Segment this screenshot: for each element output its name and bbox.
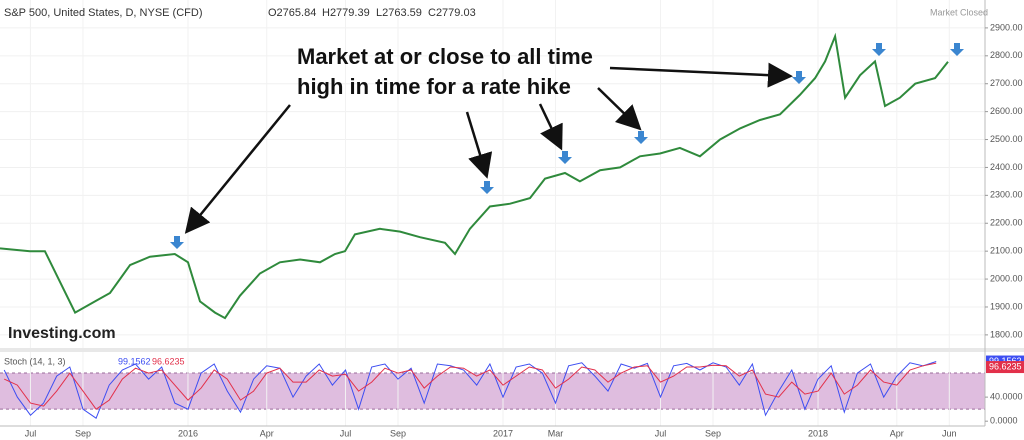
stoch-k-value: 99.1562 xyxy=(118,356,151,366)
chart-title: S&P 500, United States, D, NYSE (CFD) xyxy=(4,7,202,19)
x-tick-label: Sep xyxy=(390,428,406,438)
y-tick-label: 1900.00 xyxy=(990,301,1023,311)
y-tick-label: 1800.00 xyxy=(990,329,1023,339)
series-line xyxy=(3,361,937,419)
x-tick-label: 2017 xyxy=(493,428,513,438)
market-status: Market Closed xyxy=(930,7,988,17)
x-tick-label: Sep xyxy=(705,428,721,438)
stoch-title: Stoch (14, 1, 3) xyxy=(4,356,66,366)
plots xyxy=(0,32,949,419)
annotation-arrows xyxy=(184,62,793,234)
y-tick-label: 2300.00 xyxy=(990,190,1023,200)
arrow xyxy=(538,103,563,151)
x-tick-label: Jun xyxy=(942,428,957,438)
last-value-label: 96.6235 xyxy=(989,361,1022,371)
y-tick-label: 2700.00 xyxy=(990,78,1023,88)
blue-arrow xyxy=(170,236,184,249)
blue-arrow xyxy=(480,181,494,194)
y-tick-label: 2500.00 xyxy=(990,134,1023,144)
x-tick-label: 2016 xyxy=(178,428,198,438)
y-tick-label: 40.0000 xyxy=(990,391,1023,401)
blue-arrow xyxy=(950,43,964,56)
series-line xyxy=(0,32,949,320)
y-tick-label: 2900.00 xyxy=(990,22,1023,32)
x-tick-label: Jul xyxy=(655,428,667,438)
y-tick-label: 2600.00 xyxy=(990,106,1023,116)
x-tick-label: 2018 xyxy=(808,428,828,438)
y-tick-label: 2100.00 xyxy=(990,246,1023,256)
grid xyxy=(0,0,985,426)
blue-arrow xyxy=(872,43,886,56)
ohlc-open: O2765.84 xyxy=(268,7,316,19)
x-tick-label: Apr xyxy=(260,428,274,438)
x-tick-label: Apr xyxy=(890,428,904,438)
series-line xyxy=(3,362,937,410)
arrow xyxy=(609,62,793,88)
stoch-band xyxy=(0,373,985,410)
y-tick-label: 2400.00 xyxy=(990,162,1023,172)
panel-divider xyxy=(0,348,1024,352)
annotation: high in time for a rate hike xyxy=(297,74,571,99)
x-tick-label: Jul xyxy=(25,428,37,438)
blue-arrow xyxy=(792,71,806,84)
ohlc-high: H2779.39 xyxy=(322,7,370,19)
y-tick-label: 0.0000 xyxy=(990,416,1018,426)
blue-arrow xyxy=(634,131,648,144)
arrow xyxy=(597,87,642,131)
last-value-label: 99.1562 xyxy=(989,356,1022,366)
x-tick-label: Jul xyxy=(340,428,352,438)
ohlc-close: C2779.03 xyxy=(428,7,476,19)
x-tick-label: Sep xyxy=(75,428,91,438)
x-tick-label: Mar xyxy=(548,428,564,438)
highlight-arrows xyxy=(170,43,964,249)
annotation: Market at or close to all time xyxy=(297,44,593,69)
last-value-box xyxy=(986,361,1024,374)
blue-arrow xyxy=(558,151,572,164)
arrow xyxy=(184,104,291,234)
stoch-d-value: 96.6235 xyxy=(152,356,185,366)
y-tick-label: 2200.00 xyxy=(990,218,1023,228)
logo: Investing.com xyxy=(8,325,116,342)
y-tick-label: 2000.00 xyxy=(990,273,1023,283)
arrow xyxy=(465,111,493,179)
y-tick-label: 2800.00 xyxy=(990,50,1023,60)
ohlc-low: L2763.59 xyxy=(376,7,422,19)
